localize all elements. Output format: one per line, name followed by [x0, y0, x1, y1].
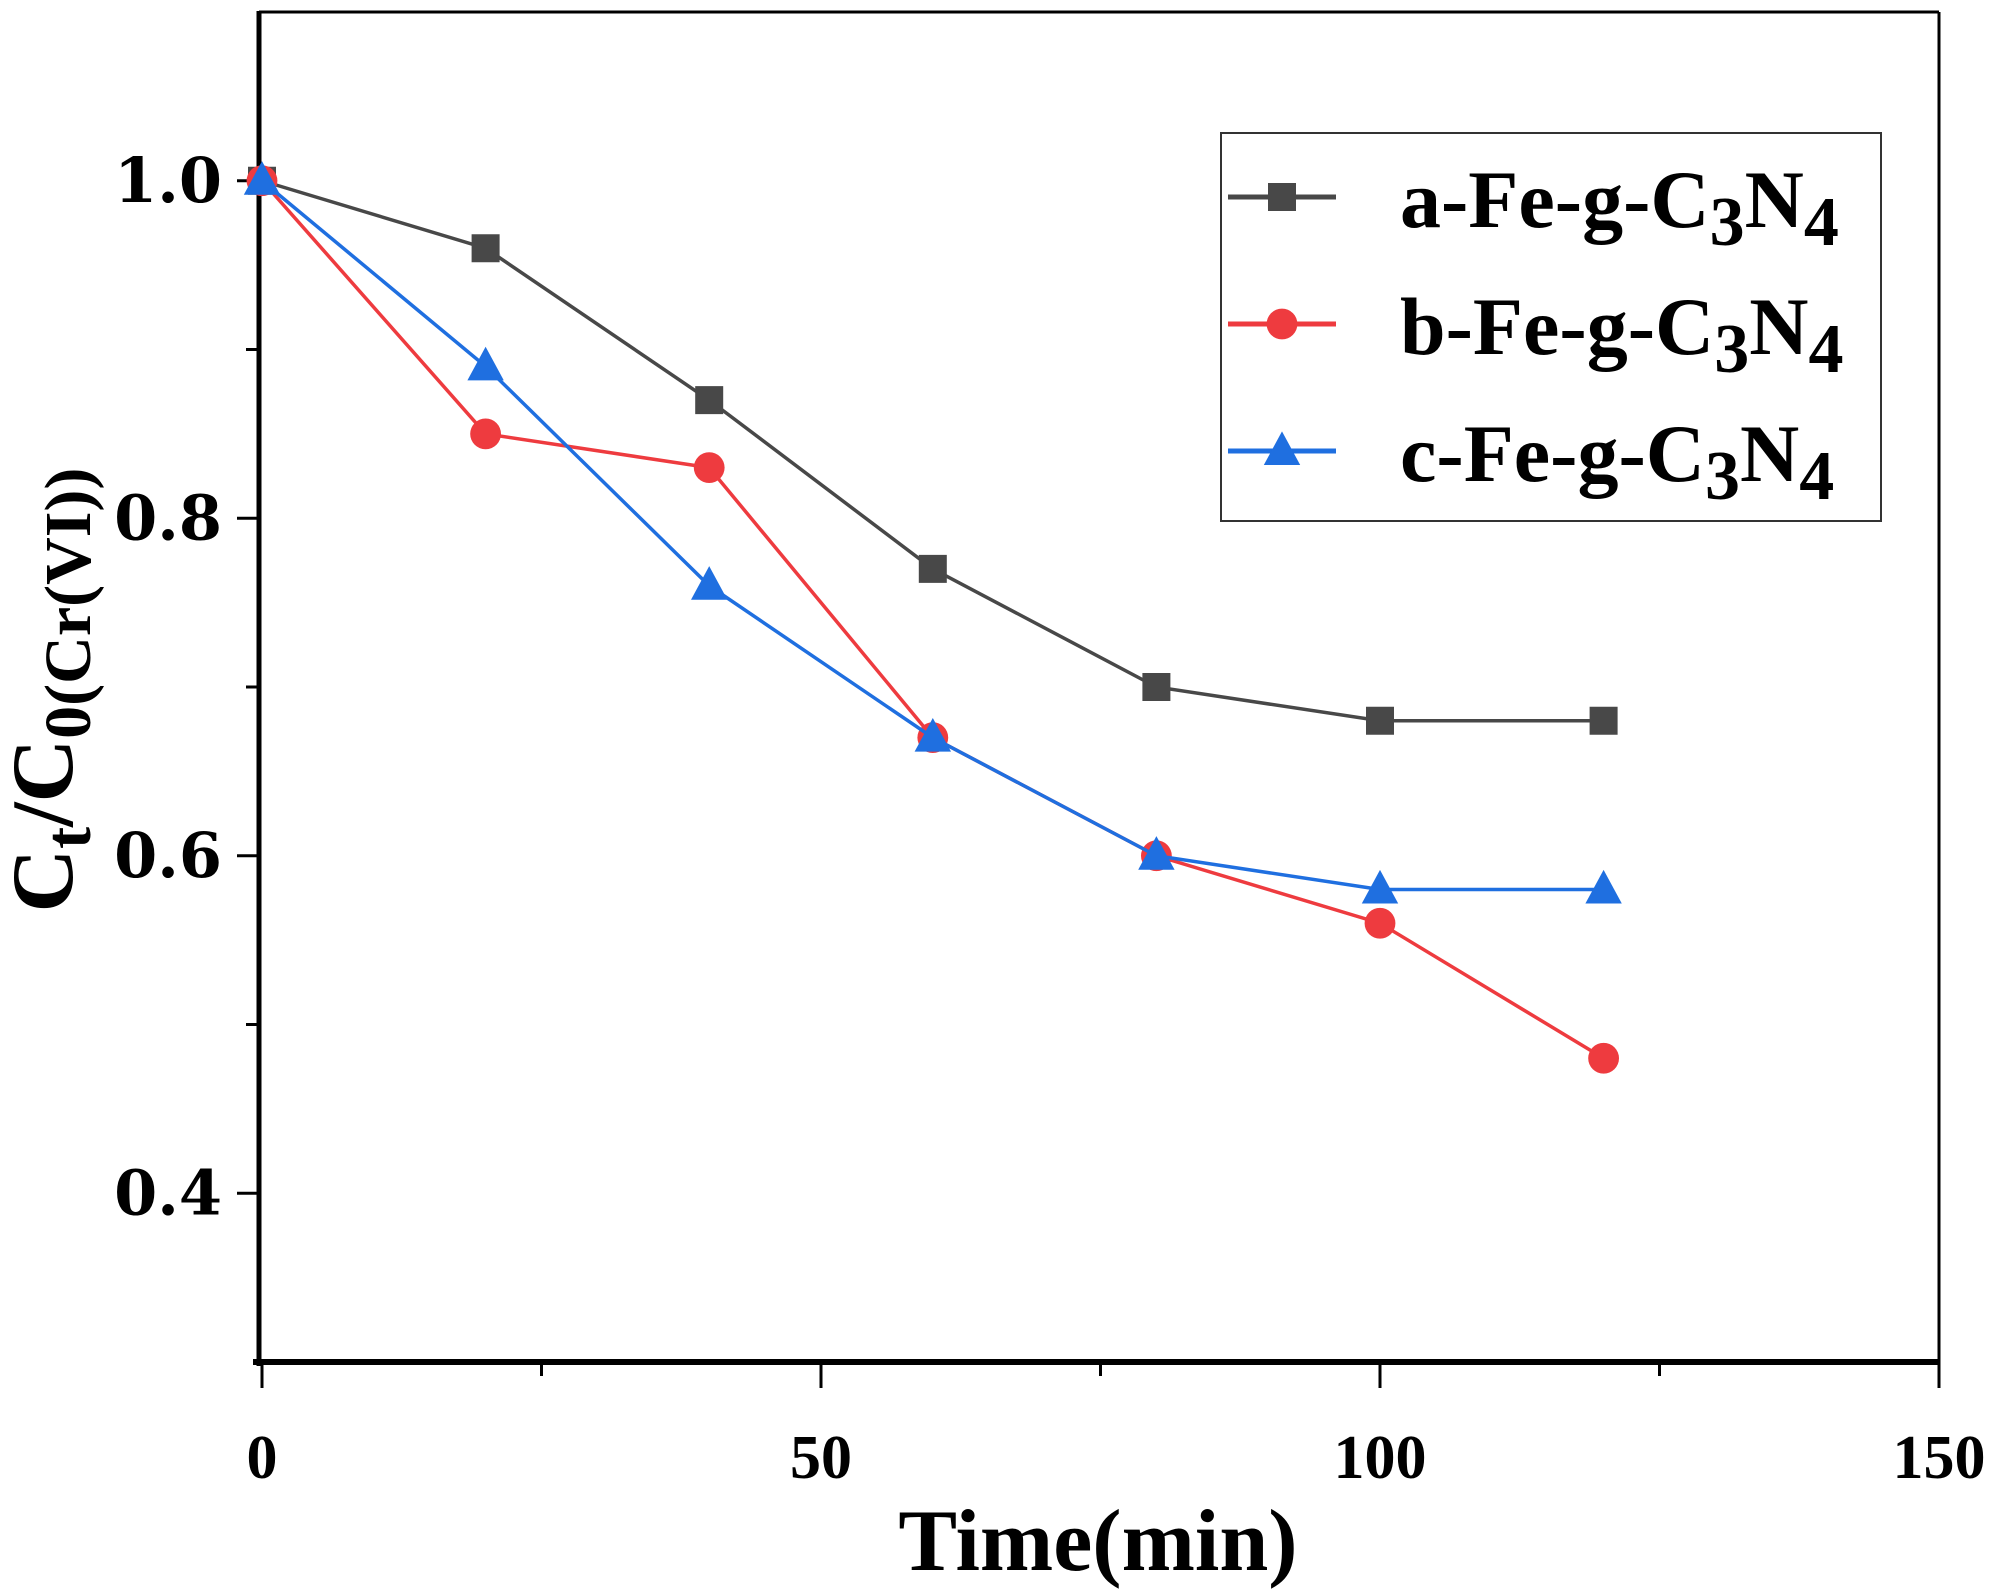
legend-label: b-Fe-g-C3N4	[1400, 281, 1843, 388]
legend-label-subscript: 4	[1799, 438, 1834, 515]
legend-label-text: c-Fe-g-C	[1400, 408, 1705, 499]
y-tick-label: 0.8	[114, 481, 222, 554]
data-point	[918, 554, 947, 583]
data-point	[1366, 706, 1394, 735]
series-layer	[243, 161, 1622, 1074]
data-point	[1142, 673, 1171, 701]
data-point	[471, 234, 500, 263]
data-point	[695, 386, 724, 415]
data-point	[467, 346, 504, 381]
data-point	[243, 161, 281, 195]
y-tick-label: 1.0	[114, 144, 222, 217]
x-tick-label: 50	[790, 1424, 852, 1492]
data-point	[1588, 1042, 1619, 1074]
y-axis-label: Ct/C0(Cr(VI))	[0, 468, 105, 913]
data-point	[1361, 869, 1399, 904]
legend-label: c-Fe-g-C3N4	[1400, 408, 1834, 515]
legend-marker	[1266, 308, 1298, 340]
legend-label-text: N	[1740, 408, 1799, 499]
data-point	[1589, 706, 1618, 735]
legend-label-subscript: 4	[1804, 184, 1839, 261]
legend-label-text: a-Fe-g-C	[1400, 154, 1710, 245]
legend-label-text: N	[1745, 154, 1804, 245]
legend-marker	[1268, 183, 1296, 211]
y-label-text: C	[0, 849, 92, 913]
y-label-subscript: t	[32, 827, 105, 849]
x-tick-label: 0	[247, 1424, 278, 1492]
data-point	[914, 718, 951, 752]
data-point	[1138, 836, 1175, 870]
data-point	[691, 566, 728, 600]
legend-label-subscript: 4	[1808, 311, 1843, 388]
data-point	[1585, 869, 1622, 904]
data-point	[470, 418, 501, 450]
x-axis-label: Time(min)	[898, 1493, 1297, 1590]
legend-label-subscript: 3	[1710, 184, 1745, 261]
y-label-subscript: 0(Cr(VI))	[32, 468, 105, 739]
legend-item: a-Fe-g-C3N4	[1228, 154, 1839, 261]
legend-item: b-Fe-g-C3N4	[1228, 281, 1843, 388]
y-label-text: /C	[0, 739, 92, 828]
legend-label-text: N	[1749, 281, 1808, 372]
data-point	[1364, 907, 1396, 939]
series-c	[243, 161, 1622, 904]
legend-label-text: b-Fe-g-C	[1400, 281, 1714, 372]
y-tick-label: 0.6	[114, 819, 222, 892]
x-tick-label: 100	[1334, 1424, 1427, 1492]
legend-label: a-Fe-g-C3N4	[1400, 154, 1839, 261]
legend-label-subscript: 3	[1705, 438, 1740, 515]
legend-marker	[1263, 431, 1301, 465]
data-point	[693, 452, 725, 484]
x-tick-label: 150	[1893, 1424, 1986, 1492]
legend-label-subscript: 3	[1714, 311, 1749, 388]
y-tick-label: 0.4	[114, 1156, 222, 1229]
axes: 0 50 100 150 0.4 0.6 0.8 1.0	[114, 10, 1986, 1492]
legend-item: c-Fe-g-C3N4	[1228, 408, 1834, 515]
